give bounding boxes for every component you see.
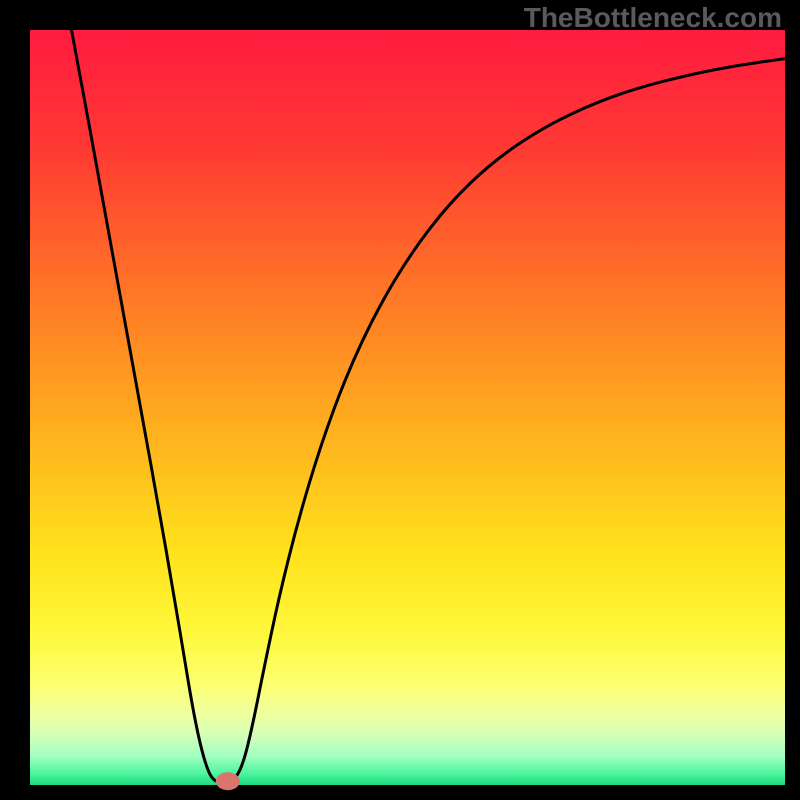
- watermark-text: TheBottleneck.com: [524, 2, 782, 34]
- optimum-marker: [216, 772, 240, 790]
- plot-area: [30, 30, 785, 785]
- bottleneck-curve: [30, 30, 785, 785]
- curve-path: [72, 30, 785, 783]
